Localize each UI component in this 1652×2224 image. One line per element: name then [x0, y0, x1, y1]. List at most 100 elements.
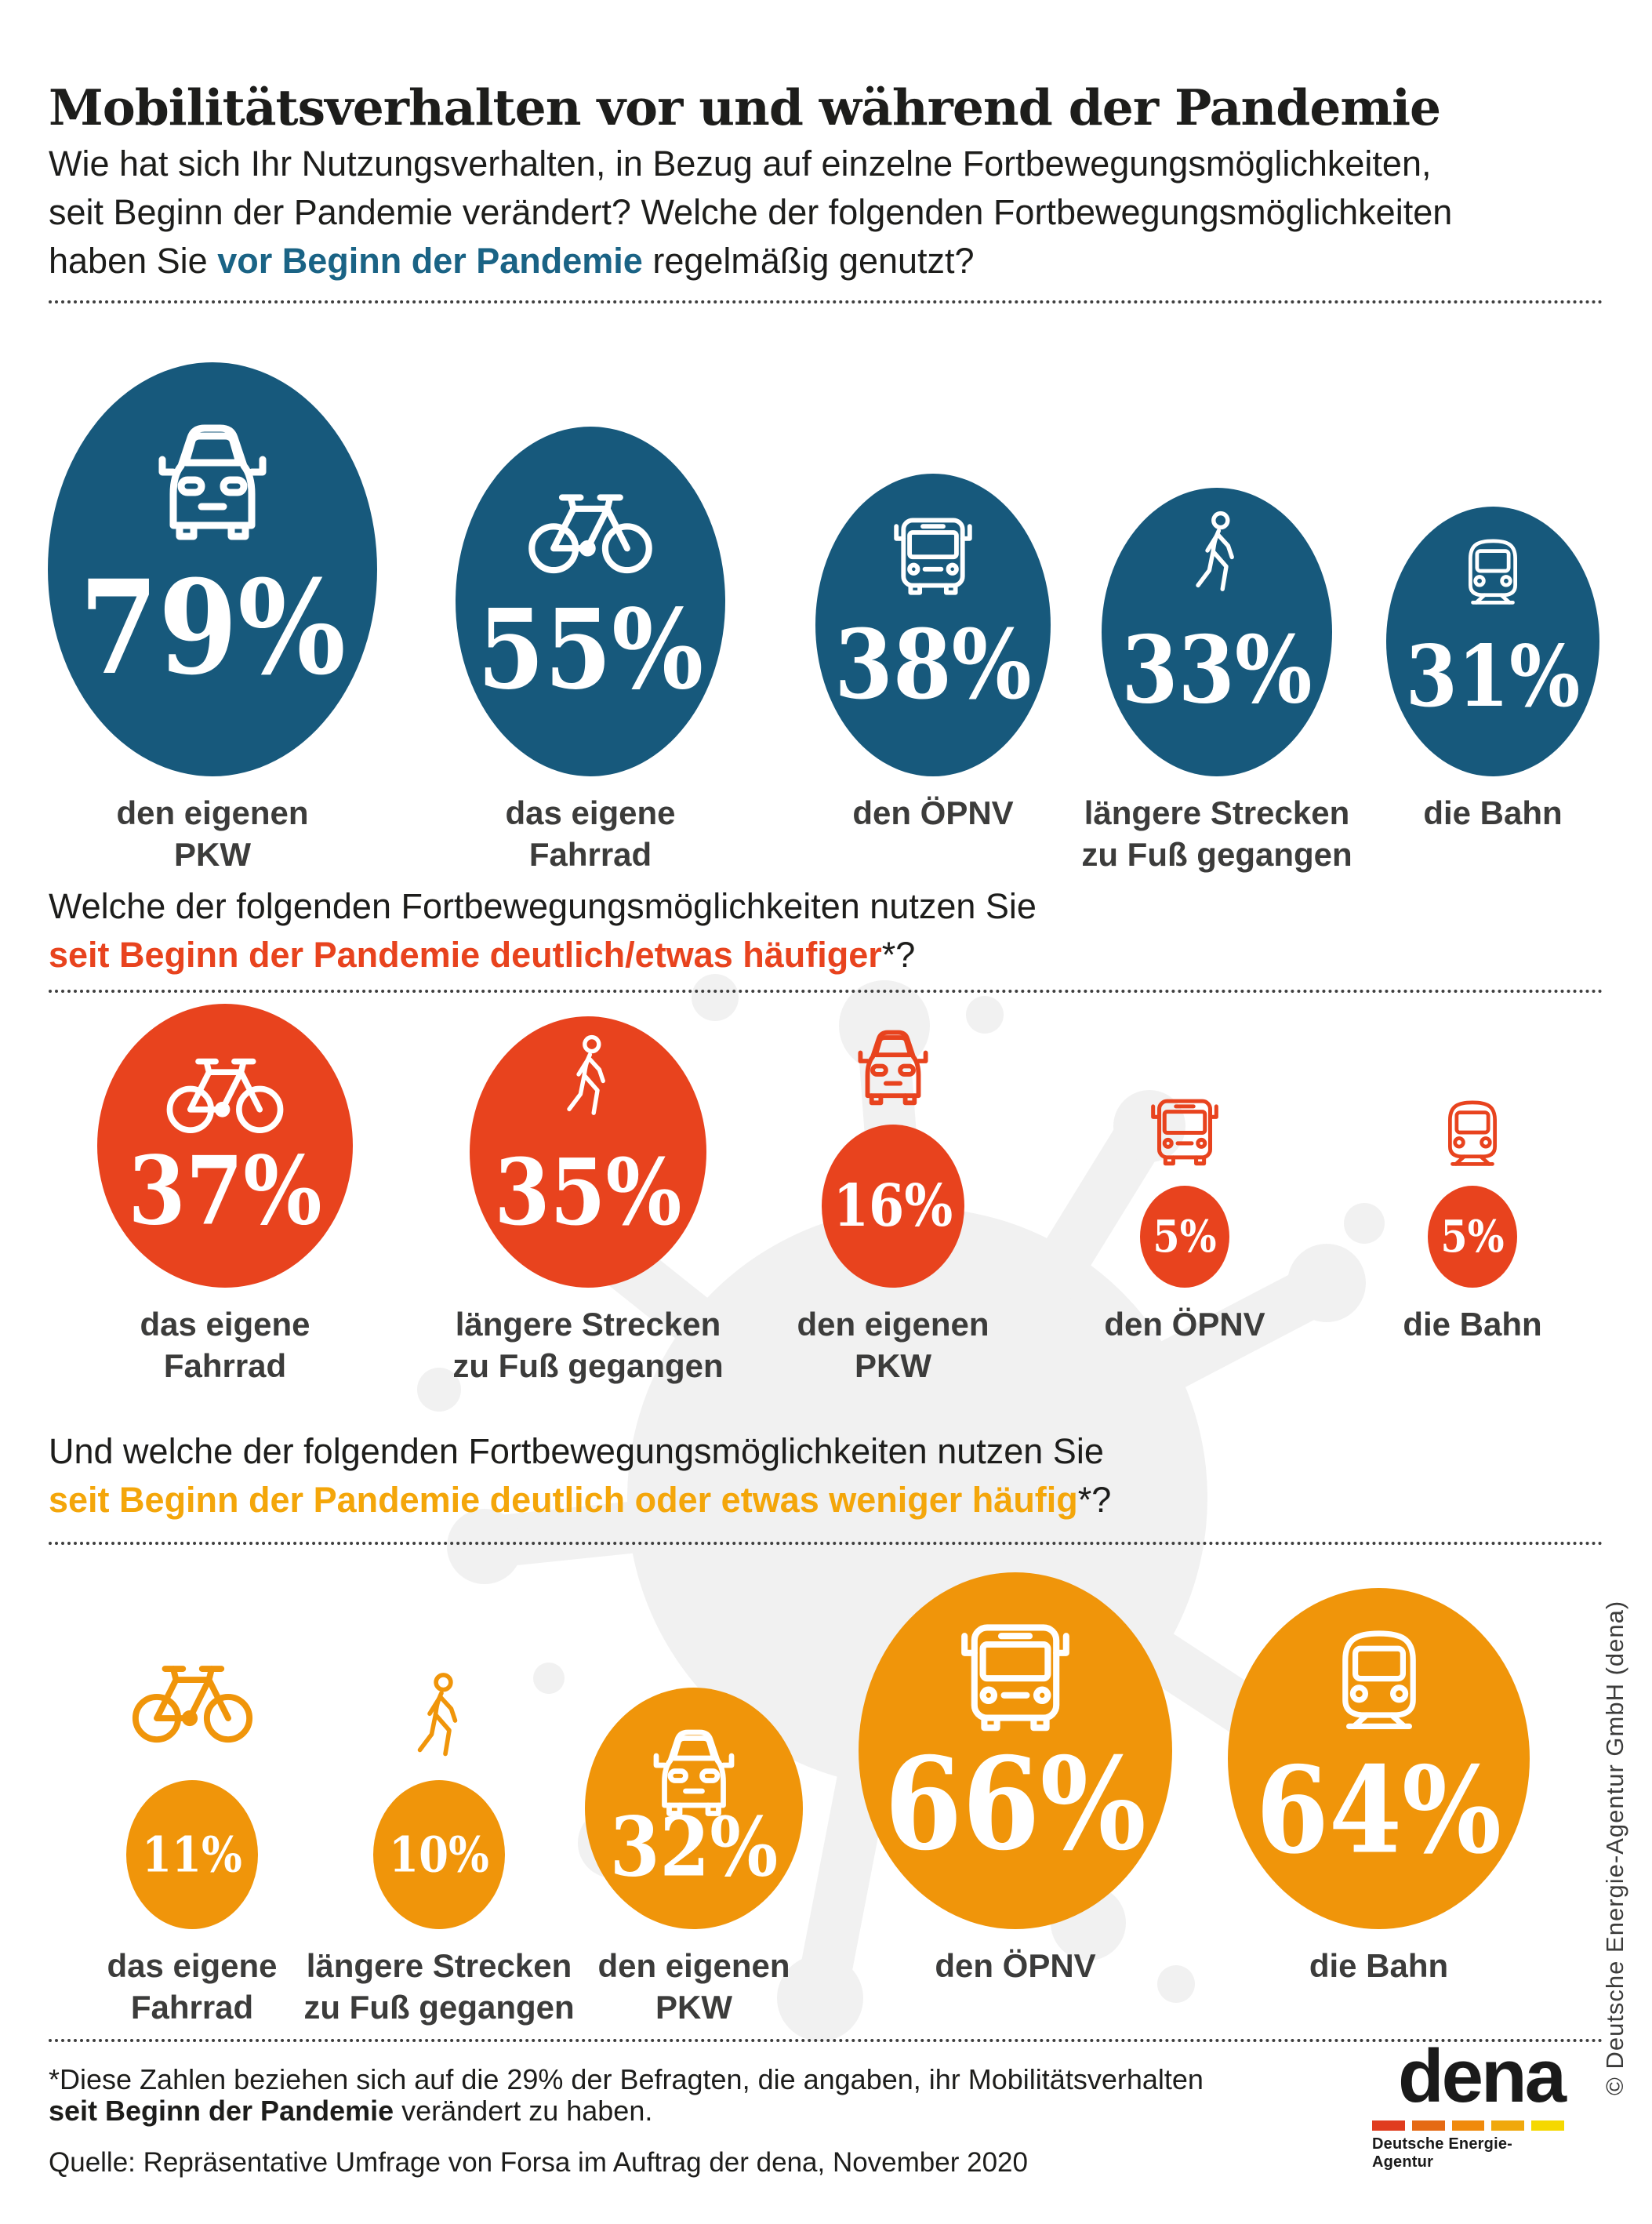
bubble: 35% [470, 1016, 706, 1288]
bubble: 16% [822, 1125, 964, 1288]
bus-icon [882, 502, 984, 604]
bubble: 10% [373, 1780, 505, 1929]
bus-icon [1141, 1085, 1229, 1173]
car-icon [134, 394, 291, 551]
bubble-label: längere Strecken zu Fuß gegangen [303, 1947, 575, 2026]
bubble-value: 5% [1440, 1211, 1505, 1263]
intro-line2: seit Beginn der Pandemie verändert? Welc… [49, 192, 1453, 232]
bubble-item-before-pkw: 79% den eigenen PKW [48, 336, 377, 873]
footnote-line1: *Diese Zahlen beziehen sich auf die 29% … [49, 2063, 1204, 2095]
bubble-label: den eigenen PKW [797, 1306, 989, 1384]
bubble-item-less-pkw: 32% den eigenen PKW [582, 1568, 806, 2026]
q3-line1: Und welche der folgenden Fortbewegungsmö… [49, 1431, 1104, 1471]
bubble-label: den eigenen PKW [116, 794, 309, 873]
bubble-item-more-fahrrad: 37% das eigene Fahrrad [97, 996, 353, 1384]
bubble-item-less-fuss: 10% längere Strecken zu Fuß gegangen [303, 1568, 575, 2026]
bubble-label: die Bahn [1403, 1306, 1542, 1343]
bubble: 79% [48, 362, 377, 776]
page-title: Mobilitätsverhalten vor und während der … [49, 78, 1441, 137]
bubble-label: längere Strecken zu Fuß gegangen [1081, 794, 1352, 873]
bubble: 11% [126, 1780, 258, 1929]
bubble-item-more-fuss: 35% längere Strecken zu Fuß gegangen [452, 996, 724, 1384]
bubble-value: 5% [1153, 1211, 1217, 1263]
train-icon [1431, 1090, 1514, 1173]
pedestrian-icon [1170, 508, 1264, 602]
train-icon [1451, 529, 1534, 612]
bubble-label: den ÖPNV [1104, 1306, 1265, 1343]
dena-wordmark: dena [1397, 2034, 1567, 2118]
intro-line1: Wie hat sich Ihr Nutzungsverhalten, in B… [49, 144, 1432, 184]
bubble: 38% [815, 474, 1051, 776]
bubble: 64% [1228, 1588, 1530, 1929]
bubble-item-more-oepnv: 5% den ÖPNV [1104, 996, 1265, 1343]
bubble-label: längere Strecken zu Fuß gegangen [452, 1306, 724, 1384]
separator-dotted-3 [49, 1542, 1603, 1545]
bubble-label: den eigenen PKW [597, 1947, 790, 2026]
copyright-vertical: © Deutsche Energie-Agentur GmbH (dena) [1601, 1600, 1628, 2095]
footnote-post: verändert zu haben. [394, 2095, 653, 2127]
separator-dotted-4 [49, 2039, 1603, 2042]
bubble-item-before-bahn: 31% die Bahn [1386, 336, 1599, 831]
bubble-value: 66% [884, 1729, 1146, 1879]
bubble-label: das eigene Fahrrad [107, 1947, 278, 2026]
separator-dotted-2 [49, 990, 1603, 993]
bicycle-icon [520, 458, 661, 599]
bubble-label: den ÖPNV [935, 1947, 1096, 1984]
car-icon [842, 1010, 944, 1112]
bubble-item-less-fahrrad: 11% das eigene Fahrrad [90, 1568, 294, 2026]
dena-logo-dashes [1372, 2120, 1564, 2131]
bubble: 55% [456, 427, 725, 776]
intro-line3-pre: haben Sie [49, 241, 218, 281]
bubble-label: das eigene Fahrrad [140, 1306, 310, 1384]
bubble-value: 33% [1121, 615, 1313, 725]
intro-question: Wie hat sich Ihr Nutzungsverhalten, in B… [49, 140, 1609, 285]
dena-logo-subtitle: Deutsche Energie-Agentur [1372, 2135, 1513, 2171]
bubble-item-less-bahn: 64% die Bahn [1228, 1568, 1530, 1984]
bubble-item-more-bahn: 5% die Bahn [1403, 996, 1542, 1343]
bubble-value: 31% [1405, 627, 1581, 726]
pedestrian-icon [390, 1670, 488, 1768]
bubble-item-before-oepnv: 38% den ÖPNV [815, 336, 1051, 831]
bubble-item-more-pkw: 16% den eigenen PKW [797, 996, 989, 1384]
question-more-often: Welche der folgenden Fortbewegungsmöglic… [49, 882, 1609, 979]
source-note: Quelle: Repräsentative Umfrage von Forsa… [49, 2147, 1028, 2178]
logo-dash [1411, 2120, 1445, 2131]
bubble-value: 79% [78, 551, 347, 703]
bubble-label: den ÖPNV [852, 794, 1014, 831]
q3-highlight: seit Beginn der Pandemie deutlich oder e… [49, 1480, 1078, 1520]
q2-line1: Welche der folgenden Fortbewegungsmöglic… [49, 886, 1037, 926]
intro-highlight: vor Beginn der Pandemie [217, 241, 643, 281]
bubble: 5% [1428, 1186, 1517, 1288]
bubble-value: 16% [833, 1172, 953, 1240]
bubble-label: die Bahn [1423, 794, 1563, 831]
q3-post: *? [1077, 1480, 1112, 1520]
bubble-item-before-fuss: 33% längere Strecken zu Fuß gegangen [1081, 336, 1352, 873]
bubble-value: 11% [142, 1826, 242, 1884]
bubble-item-before-fahrrad: 55% das eigene Fahrrad [456, 336, 725, 873]
bubble-value: 64% [1255, 1739, 1502, 1881]
q2-highlight: seit Beginn der Pandemie deutlich/etwas … [49, 935, 882, 975]
bubble-label: die Bahn [1309, 1947, 1449, 1984]
intro-line3-post: regelmäßig genutzt? [642, 241, 975, 281]
bubble-value: 38% [834, 608, 1032, 721]
q2-post: *? [881, 935, 916, 975]
bubble-value: 37% [128, 1136, 322, 1247]
bubble-item-less-oepnv: 66% den ÖPNV [859, 1568, 1172, 1984]
footnote: *Diese Zahlen beziehen sich auf die 29% … [49, 2064, 1225, 2127]
bubble: 37% [97, 1004, 353, 1288]
logo-dash [1491, 2120, 1525, 2131]
bubble: 5% [1140, 1186, 1229, 1288]
bubble-value: 35% [494, 1139, 682, 1246]
bubble: 66% [859, 1572, 1172, 1929]
bubble-label: das eigene Fahrrad [505, 794, 676, 873]
footnote-bold: seit Beginn der Pandemie [49, 2095, 394, 2127]
pedestrian-icon [541, 1032, 635, 1126]
separator-dotted-1 [49, 300, 1603, 303]
bubble: 32% [585, 1688, 803, 1929]
logo-dash [1451, 2120, 1485, 2131]
question-less-often: Und welche der folgenden Fortbewegungsmö… [49, 1427, 1609, 1524]
bubble-value: 32% [609, 1798, 779, 1895]
bus-icon [945, 1602, 1086, 1743]
logo-dash [1531, 2120, 1564, 2131]
